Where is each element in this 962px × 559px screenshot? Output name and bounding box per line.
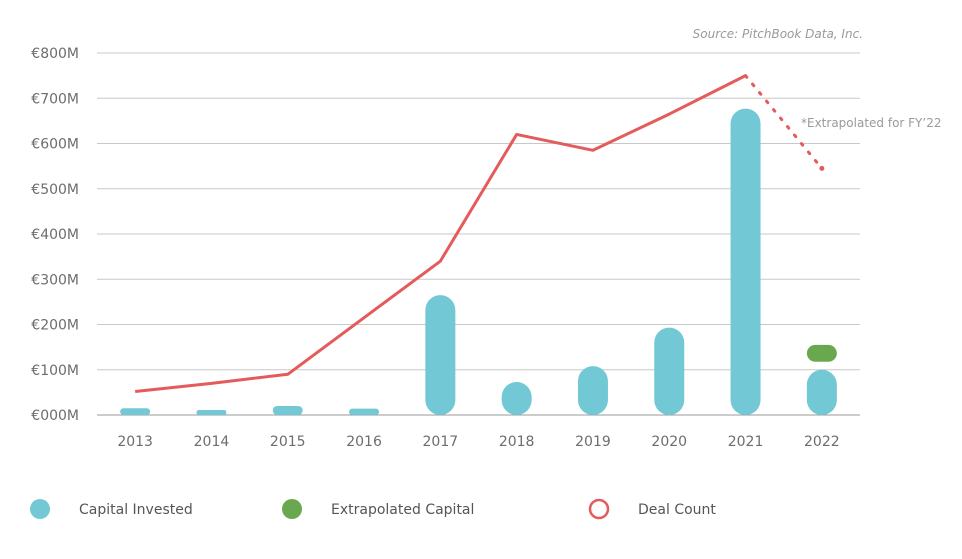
- y-tick-label: €000M: [31, 408, 79, 424]
- annotation: *Extrapolated for FY’22: [801, 116, 941, 130]
- y-tick-label: €800M: [31, 46, 79, 62]
- legend-label: Deal Count: [638, 502, 716, 518]
- legend-swatch: [282, 499, 302, 519]
- deal-count-line: [134, 74, 825, 393]
- bar-capital-invested: [196, 410, 227, 415]
- deal-count-solid: [134, 74, 747, 393]
- x-tick-label: 2016: [346, 434, 382, 450]
- x-axis: 2013 2014 2015 2016 2017 2018 2019 2020 2021 2022: [117, 434, 839, 450]
- deal-count-end-point: [819, 165, 825, 171]
- x-tick-label: 2019: [575, 434, 611, 450]
- bar-extrapolated-capital: [806, 344, 837, 362]
- source-note: Source: PitchBook Data, Inc.: [693, 27, 863, 41]
- legend: Capital Invested Extrapolated Capital Deal…: [30, 498, 716, 520]
- y-tick-label: €700M: [31, 91, 79, 107]
- grid: [97, 52, 860, 416]
- y-tick-label: €300M: [31, 272, 79, 288]
- y-tick-label: €100M: [31, 363, 79, 379]
- legend-label: Extrapolated Capital: [331, 502, 474, 518]
- y-axis: €000M €100M €200M €300M €400M €500M €600M €700M…: [31, 46, 79, 424]
- y-tick-label: €200M: [31, 318, 79, 334]
- bar-capital-invested: [501, 381, 532, 415]
- x-tick-label: 2021: [728, 434, 764, 450]
- y-tick-label: €400M: [31, 227, 79, 243]
- legend-swatch-deal-count: [588, 498, 610, 520]
- bar-capital-invested: [730, 108, 761, 415]
- bar-capital-invested: [806, 369, 837, 415]
- legend-swatch: [30, 499, 50, 519]
- x-tick-label: 2018: [499, 434, 535, 450]
- y-tick-label: €500M: [31, 182, 79, 198]
- x-tick-label: 2017: [423, 434, 459, 450]
- deal-count-extrapolated: [744, 74, 824, 170]
- x-tick-label: 2013: [117, 434, 153, 450]
- x-tick-label: 2015: [270, 434, 306, 450]
- y-tick-label: €600M: [31, 137, 79, 153]
- bar-capital-invested: [272, 405, 303, 415]
- bar-capital-invested: [349, 408, 380, 415]
- bar-capital-invested: [577, 366, 608, 415]
- bar-capital-invested: [120, 408, 151, 415]
- x-tick-label: 2014: [194, 434, 230, 450]
- legend-label: Capital Invested: [79, 502, 193, 518]
- bar-capital-invested: [654, 327, 685, 415]
- bars: [120, 108, 837, 415]
- bar-capital-invested: [425, 295, 456, 415]
- x-tick-label: 2020: [651, 434, 687, 450]
- x-tick-label: 2022: [804, 434, 840, 450]
